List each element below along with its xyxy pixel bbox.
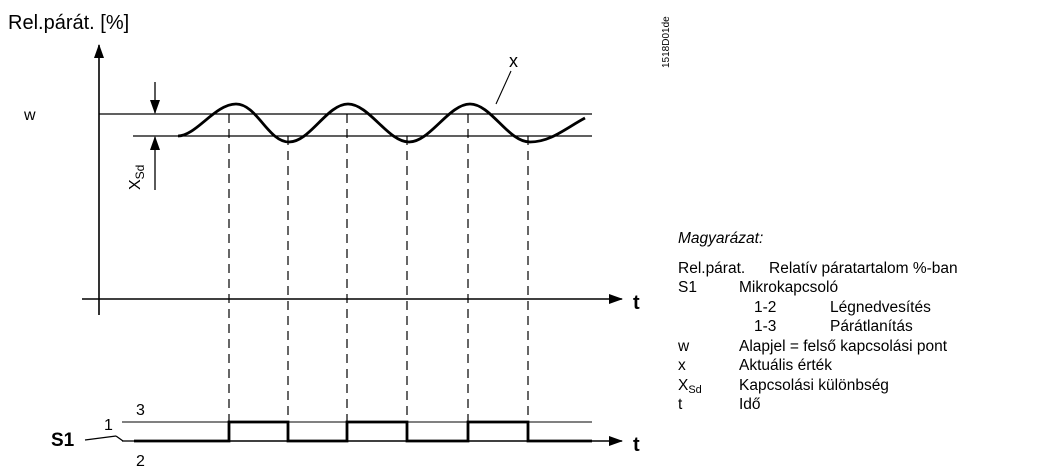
legend-item: Rel.párat. Relatív páratartalom %-ban <box>678 259 1048 279</box>
legend-item: XSd Kapcsolási különbség <box>678 376 1048 396</box>
differential-label: XSd <box>127 165 147 190</box>
actual-value-curve <box>177 102 586 144</box>
legend-subitem: 1-3 Párátlanítás <box>678 317 1048 337</box>
legend: Magyarázat: Rel.párat. Relatív páratarta… <box>678 229 1048 415</box>
s1-pin-2: 2 <box>136 453 145 470</box>
legend-text: Relatív páratartalom %-ban <box>769 259 958 277</box>
legend-key: XSd <box>678 376 702 401</box>
differential-label-main: X <box>127 179 144 190</box>
legend-text: Aktuális érték <box>739 357 833 374</box>
s1-switch-state <box>134 420 592 443</box>
legend-text: Légnedvesítés <box>830 298 931 316</box>
legend-key: x <box>678 357 686 374</box>
legend-key: S1 <box>678 279 697 296</box>
s1-pin-1: 1 <box>104 417 113 434</box>
s1-pin-3: 3 <box>136 402 145 419</box>
legend-item: t Idő <box>678 395 1048 415</box>
legend-code: 1-2 <box>754 298 777 316</box>
legend-text: Párátlanítás <box>830 318 913 335</box>
legend-subitem: 1-2 Légnedvesítés <box>678 298 1048 318</box>
legend-key-sub: Sd <box>688 383 702 396</box>
legend-text: Kapcsolási különbség <box>739 376 889 394</box>
s1-switch-contact <box>84 435 117 441</box>
figure-code: 1518D01de <box>661 16 672 68</box>
legend-text: Mikrokapcsoló <box>739 279 839 296</box>
legend-code: 1-3 <box>754 318 777 335</box>
actual-value-leader <box>495 70 512 105</box>
switching-guides <box>228 114 529 441</box>
legend-key: w <box>678 337 690 355</box>
legend-key-main: X <box>678 376 689 394</box>
s1-label: S1 <box>51 430 75 451</box>
legend-key: t <box>678 396 683 413</box>
legend-key: Rel.párat. <box>678 259 746 277</box>
legend-item: S1 Mikrokapcsoló <box>678 278 1048 298</box>
differential-label-sub: Sd <box>133 165 147 180</box>
legend-item: x Aktuális érték <box>678 356 1048 376</box>
time-label-top: t <box>633 292 640 314</box>
legend-text: Idő <box>739 396 761 413</box>
actual-value-label: x <box>509 51 518 71</box>
legend-text: Alapjel = felső kapcsolási pont <box>739 337 948 355</box>
y-axis-label: Rel.párát. [%] <box>8 12 129 34</box>
setpoint-label: w <box>23 107 36 124</box>
legend-item: w Alapjel = felső kapcsolási pont <box>678 337 1048 357</box>
legend-title: Magyarázat: <box>678 230 764 247</box>
s1-switch-contact <box>115 435 124 442</box>
time-label-bottom: t <box>633 434 640 456</box>
